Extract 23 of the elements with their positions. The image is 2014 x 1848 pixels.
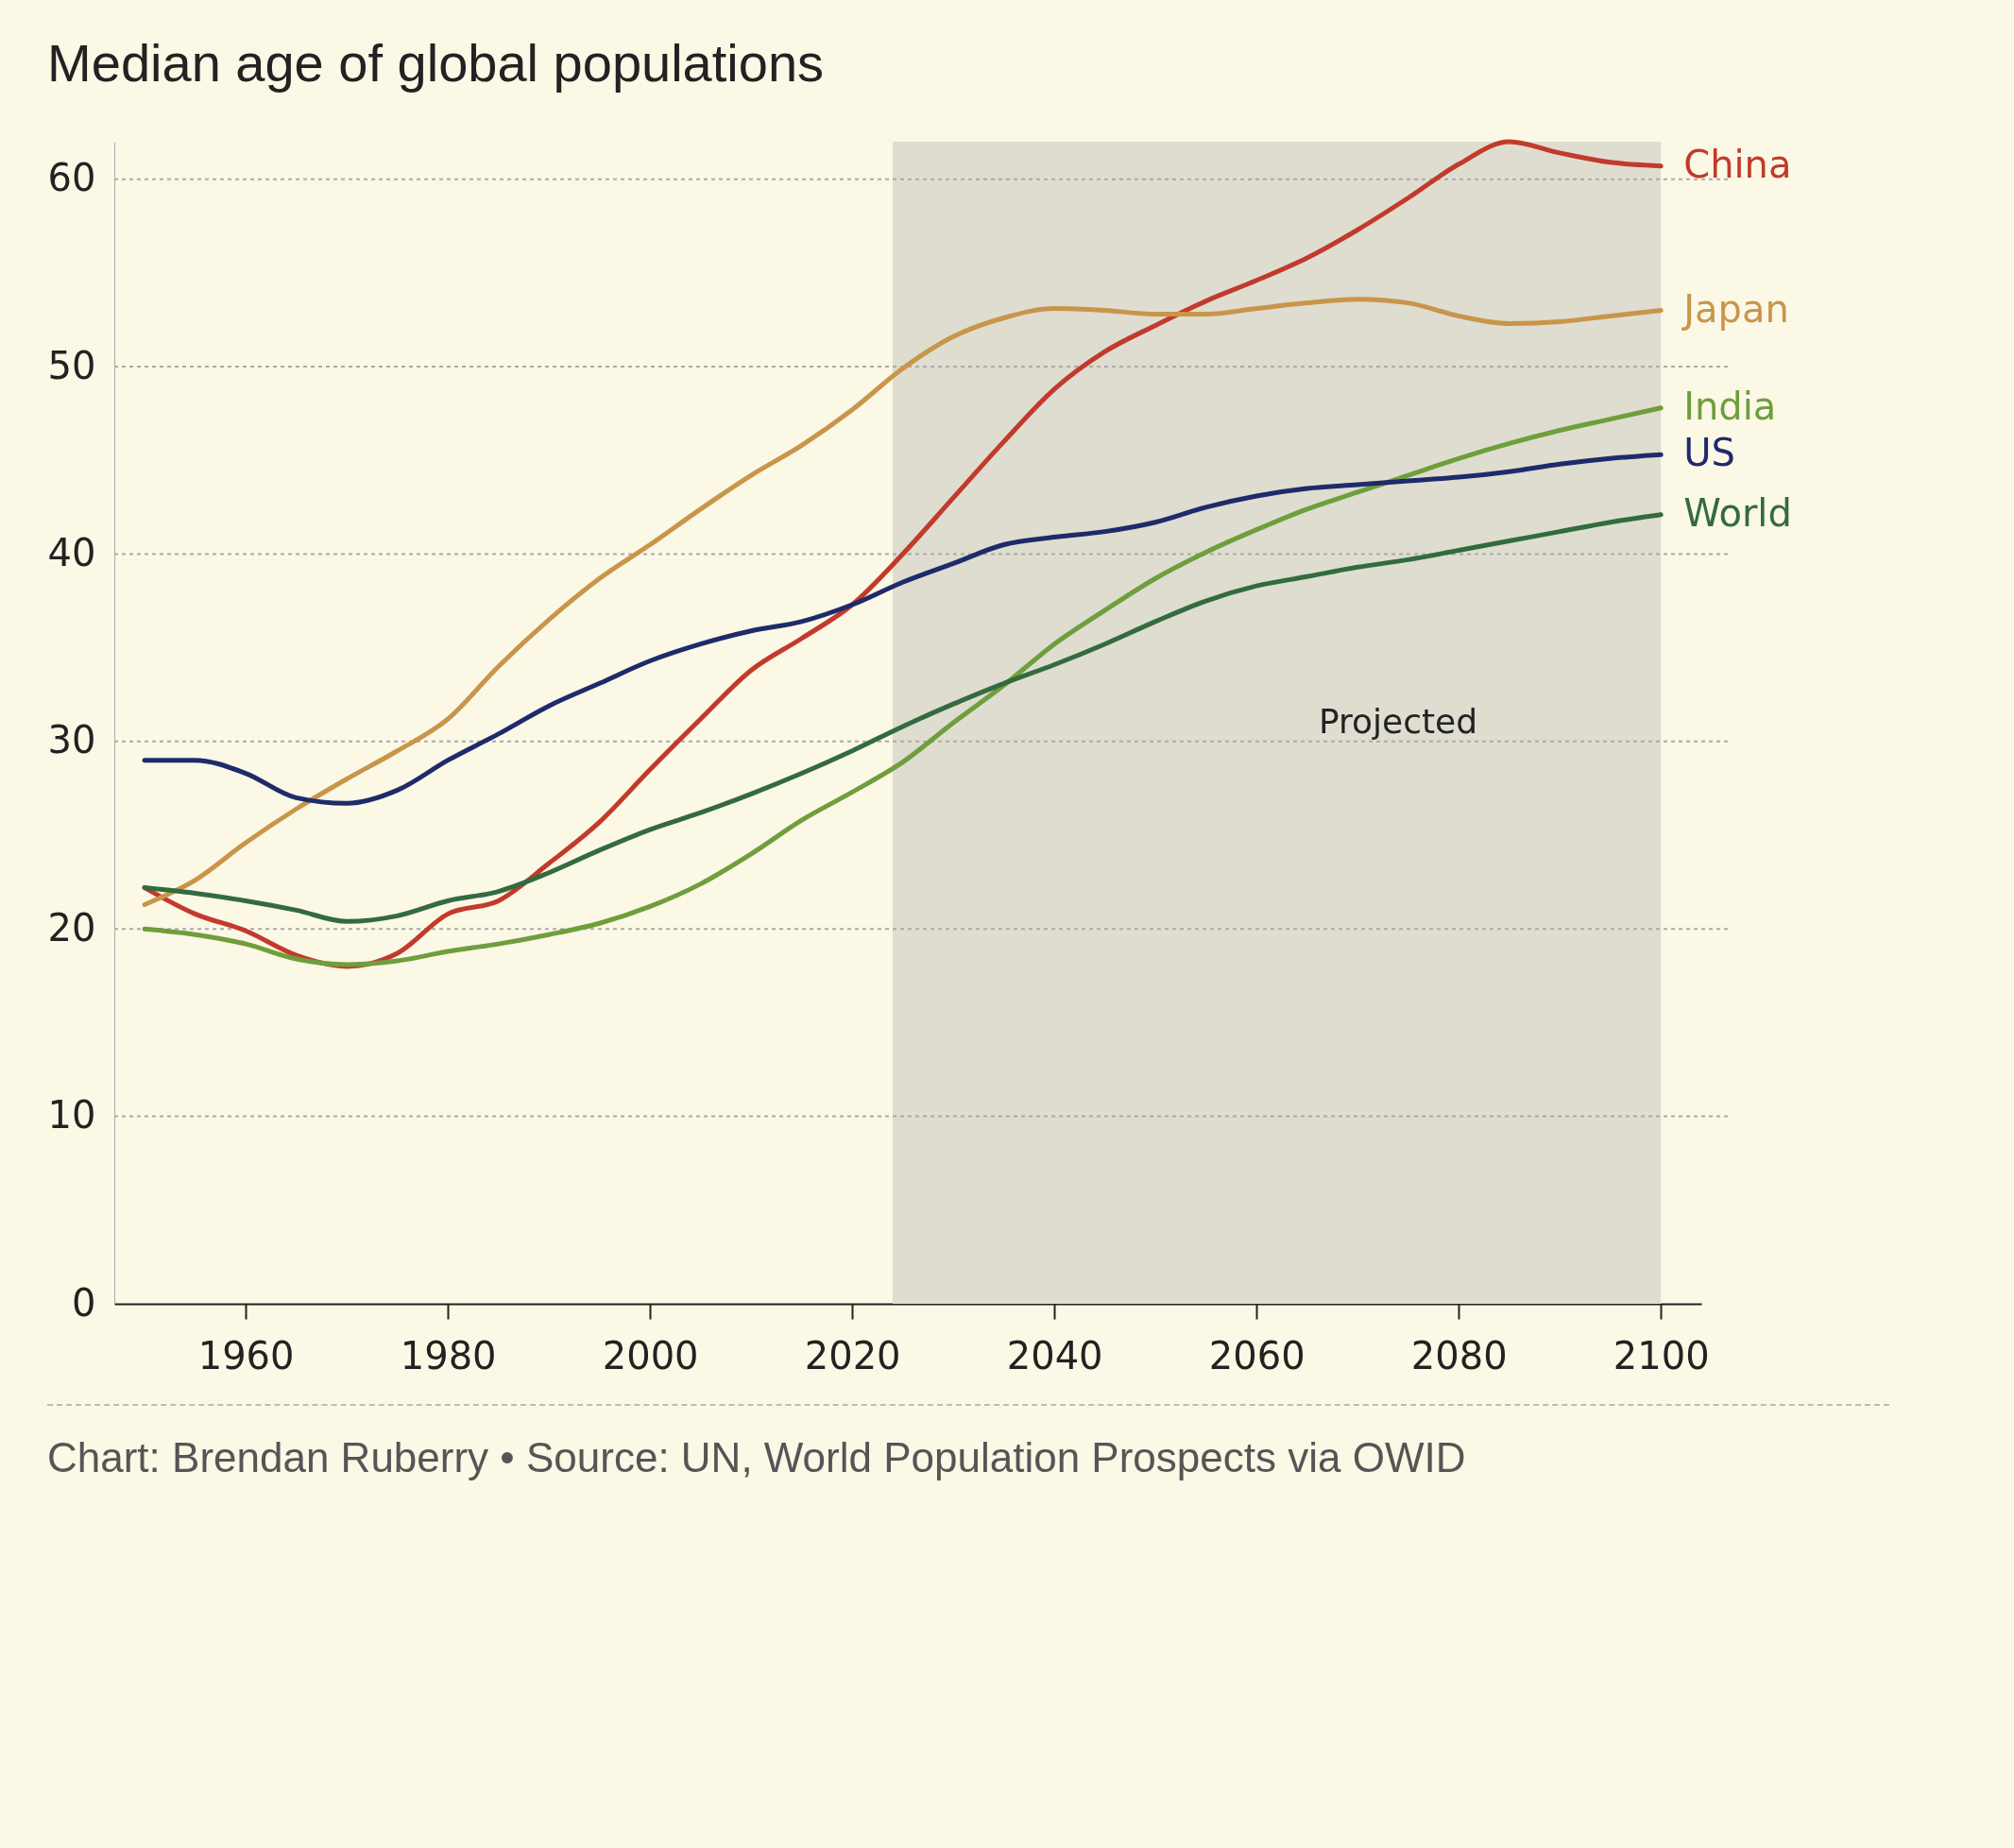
y-tick-label: 0 bbox=[72, 1280, 96, 1325]
y-tick-label: 10 bbox=[47, 1093, 96, 1138]
band-label: Projected bbox=[1318, 702, 1478, 741]
y-tick-label: 40 bbox=[47, 530, 96, 574]
series-label: India bbox=[1683, 384, 1777, 428]
y-tick-label: 50 bbox=[47, 343, 96, 387]
x-tick-label: 1960 bbox=[197, 1333, 295, 1377]
series-label: China bbox=[1683, 142, 1792, 186]
x-tick-label: 2000 bbox=[602, 1333, 699, 1377]
series-label: US bbox=[1683, 431, 1735, 475]
x-tick-label: 2060 bbox=[1208, 1333, 1306, 1377]
x-tick-label: 2080 bbox=[1410, 1333, 1508, 1377]
text: Chart: Brendan Ruberry • Source: UN, World Population Prospects via OWID bbox=[47, 1404, 1889, 1481]
y-tick-label: 60 bbox=[47, 156, 96, 200]
x-tick-label: 2100 bbox=[1613, 1333, 1710, 1377]
x-tick-label: 2020 bbox=[804, 1333, 901, 1377]
x-tick-label: 2040 bbox=[1006, 1333, 1103, 1377]
y-tick-label: 20 bbox=[47, 905, 96, 950]
chart-title: Median age of global populations bbox=[47, 32, 825, 93]
series-label: Japan bbox=[1681, 286, 1789, 331]
y-tick-label: 30 bbox=[47, 718, 96, 762]
series-label: World bbox=[1683, 490, 1792, 535]
x-tick-label: 1980 bbox=[400, 1333, 497, 1377]
